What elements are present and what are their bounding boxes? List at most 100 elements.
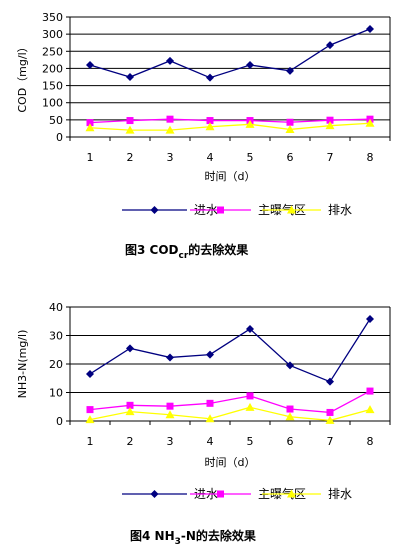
legend-label: 排水: [328, 487, 352, 501]
x-tick-label: 8: [367, 435, 374, 448]
series-2: [86, 387, 374, 416]
legend-marker: [150, 490, 159, 498]
series-line: [89, 406, 371, 422]
data-point: [366, 314, 374, 323]
data-point: [166, 115, 174, 123]
data-point: [365, 118, 375, 127]
cod-chart: 0 50 100 150 200 250 300 350 1 2 3 4 5 6 7 8 时间（d） COD（mg…: [16, 11, 391, 261]
x-tick-label: 7: [327, 151, 334, 164]
data-point: [126, 117, 134, 125]
data-point: [166, 353, 174, 362]
data-point: [326, 41, 334, 50]
x-axis-label: 时间（d）: [205, 170, 256, 183]
x-tick-label: 4: [207, 151, 214, 164]
x-tick-label: 3: [167, 435, 174, 448]
series-line: [89, 318, 371, 383]
data-point: [285, 124, 295, 133]
x-axis-label: 时间（d）: [205, 456, 256, 469]
data-point: [246, 61, 254, 69]
y-axis-label: NH3-N(mg/l): [16, 330, 29, 399]
x-tick-label: 8: [367, 151, 374, 164]
data-point: [366, 387, 374, 395]
data-point: [85, 123, 95, 132]
x-tick-label: 7: [327, 435, 334, 448]
data-point: [86, 369, 94, 378]
data-point: [166, 402, 174, 410]
y-tick-label: 10: [49, 387, 63, 400]
x-tick-label: 5: [247, 435, 254, 448]
data-point: [86, 61, 94, 69]
data-point: [206, 350, 214, 359]
y-tick-label: 20: [49, 358, 63, 371]
y-tick-label: 100: [42, 97, 63, 110]
data-point: [245, 119, 255, 128]
data-point: [205, 414, 215, 423]
data-point: [86, 406, 94, 414]
x-tick-label: 6: [287, 151, 294, 164]
legend-marker: [150, 206, 159, 214]
data-point: [325, 415, 335, 424]
data-point: [206, 117, 214, 125]
y-tick-label: 50: [49, 114, 63, 127]
data-point: [206, 399, 214, 407]
y-tick-label: 250: [42, 45, 63, 58]
x-tick-label: 1: [87, 151, 94, 164]
y-axis-label: COD（mg/l）: [16, 41, 29, 112]
chart-caption: 图4 NH3-N的去除效果: [130, 528, 256, 547]
x-tick-label: 2: [127, 435, 134, 448]
x-tick-label: 1: [87, 435, 94, 448]
x-tick-label: 4: [207, 435, 214, 448]
y-tick-label: 30: [49, 330, 63, 343]
chart-caption: 图3 CODcr的去除效果: [125, 242, 248, 261]
x-tick-label: 5: [247, 151, 254, 164]
legend-label: 排水: [328, 203, 352, 217]
y-tick-label: 0: [56, 415, 63, 428]
y-tick-label: 150: [42, 80, 63, 93]
data-point: [166, 56, 174, 65]
data-point: [366, 25, 374, 33]
series-line: [89, 28, 371, 79]
y-tick-label: 200: [42, 62, 63, 75]
legend-marker: [287, 205, 296, 214]
data-point: [246, 324, 254, 333]
series-line: [89, 122, 371, 131]
data-point: [285, 412, 295, 421]
x-tick-label: 2: [127, 151, 134, 164]
data-point: [325, 121, 335, 130]
nh3n-chart: 0102030401 2 3 4 5 6 7 8时间（d）NH3-N(mg/l)进水 主曝气区排…: [16, 301, 391, 547]
series-line: [89, 390, 371, 414]
x-tick-label: 3: [167, 151, 174, 164]
legend-marker: [217, 206, 224, 214]
x-tick-label: 6: [287, 435, 294, 448]
data-point: [245, 402, 255, 411]
series-1: [86, 25, 374, 82]
data-point: [126, 73, 134, 81]
data-point: [286, 361, 294, 370]
data-point: [125, 125, 135, 134]
y-tick-label: 40: [49, 301, 63, 314]
series-1: [86, 314, 374, 386]
data-point: [206, 73, 214, 82]
y-tick-label: 300: [42, 28, 63, 41]
data-point: [126, 401, 134, 409]
data-point: [126, 344, 134, 353]
series-3: [85, 402, 375, 424]
y-tick-label: 350: [42, 11, 63, 24]
data-point: [205, 122, 215, 131]
data-point: [365, 405, 375, 414]
data-point: [125, 407, 135, 416]
data-point: [85, 415, 95, 424]
series-line: [89, 118, 371, 124]
data-point: [165, 125, 175, 134]
data-point: [286, 118, 294, 126]
data-point: [286, 405, 294, 413]
data-point: [326, 408, 334, 416]
y-tick-label: 0: [56, 131, 63, 144]
data-point: [165, 410, 175, 419]
data-point: [86, 119, 94, 127]
legend-marker: [287, 489, 296, 498]
data-point: [326, 377, 334, 386]
series-3: [85, 118, 375, 134]
legend-marker: [217, 490, 224, 498]
